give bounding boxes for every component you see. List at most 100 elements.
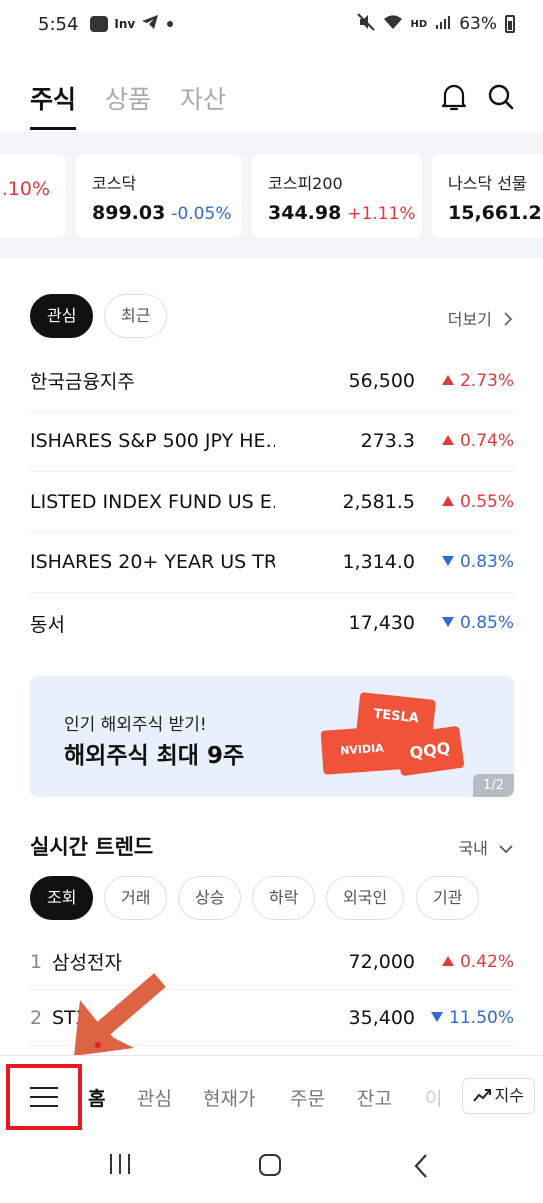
annotation-arrow-icon — [74, 973, 166, 1056]
trend-rows: 1 삼성전자 72,000 0.42% 2 STX 35,400 11.50% — [30, 934, 514, 1046]
blog-icon — [90, 16, 109, 32]
more-link[interactable]: 더보기 — [448, 306, 513, 330]
table-row[interactable]: ISHARES S&P 500 JPY HE… 273.3 0.74% — [30, 412, 514, 472]
status-time: 5:54 — [38, 13, 79, 35]
market-index-strip[interactable]: 1.10% 코스닥 899.03-0.05% 코스피200 344.98+1.1… — [0, 132, 543, 258]
region-label: 국내 — [458, 839, 488, 858]
chip-fall[interactable]: 하락 — [252, 876, 316, 920]
up-triangle-icon — [441, 495, 454, 506]
rank: 2 — [30, 1006, 43, 1029]
stock-name: LISTED INDEX FUND US E… — [30, 490, 275, 513]
chip-watchlist[interactable]: 관심 — [30, 294, 94, 338]
tab-more[interactable]: 이 — [425, 1088, 443, 1110]
chip-foreign[interactable]: 외국인 — [326, 876, 405, 920]
stock-change: 11.50% — [415, 1008, 514, 1028]
up-triangle-icon — [441, 374, 454, 385]
index-card[interactable]: 1.10% — [0, 154, 66, 238]
table-row[interactable]: 동서 17,430 0.85% — [30, 593, 514, 654]
stock-change-value: 0.42% — [459, 951, 514, 972]
promo-banner[interactable]: 인기 해외주식 받기! 해외주식 최대 9주 TESLA NVIDIA QQQ … — [30, 676, 514, 797]
hamburger-icon — [30, 1087, 58, 1107]
mute-icon — [356, 12, 375, 36]
stock-change: 0.74% — [415, 431, 514, 451]
stock-price: 17,430 — [348, 612, 415, 635]
back-icon[interactable] — [412, 1153, 452, 1183]
menu-button[interactable] — [6, 1064, 82, 1130]
stock-price: 56,500 — [348, 369, 415, 392]
stock-price: 72,000 — [348, 950, 415, 973]
index-card-kospi200[interactable]: 코스피200 344.98 +1.11% — [252, 154, 422, 238]
battery-percent: 63% — [459, 14, 497, 34]
table-row[interactable]: 1 삼성전자 72,000 0.42% — [30, 934, 514, 990]
banner-subtitle: 인기 해외주식 받기! — [64, 715, 207, 735]
table-row[interactable]: 2 STX 35,400 11.50% — [30, 990, 514, 1046]
chip-institution[interactable]: 기관 — [416, 876, 480, 920]
bottom-tab-bar: 홈 관심 현재가 주문 잔고 이 지수 — [0, 1042, 543, 1135]
tab-assets[interactable]: 자산 — [180, 85, 227, 114]
down-triangle-icon — [431, 1011, 444, 1022]
region-dropdown[interactable]: 국내 — [458, 835, 513, 859]
banner-title: 해외주식 최대 9주 — [64, 743, 245, 769]
top-navigation: 주식 상품 자산 — [0, 64, 543, 132]
tab-order[interactable]: 주문 — [290, 1088, 325, 1110]
index-name: 나스닥 선물 — [448, 174, 527, 193]
stock-name: 동서 — [30, 613, 65, 636]
index-change: -0.05% — [171, 204, 232, 224]
more-label: 더보기 — [447, 310, 492, 329]
stock-price: 35,400 — [348, 1006, 415, 1029]
down-triangle-icon — [441, 556, 454, 567]
stock-price: 2,581.5 — [342, 490, 415, 513]
chevron-down-icon — [499, 845, 513, 854]
index-card-nasdaq-futures[interactable]: 나스닥 선물 15,661.25 — [432, 154, 543, 238]
telegram-icon — [141, 14, 159, 35]
watchlist-rows: 한국금융지주 56,500 2.73% ISHARES S&P 500 JPY … — [30, 351, 514, 654]
bell-icon[interactable] — [440, 82, 470, 112]
wifi-icon — [383, 14, 403, 35]
tab-home[interactable]: 홈 — [88, 1088, 106, 1110]
stock-change: 0.85% — [415, 613, 514, 633]
chip-volume[interactable]: 거래 — [104, 876, 168, 920]
chevron-right-icon — [504, 312, 513, 326]
tab-quote[interactable]: 현재가 — [203, 1088, 256, 1110]
stock-change-value: 0.83% — [459, 552, 514, 573]
index-button[interactable]: 지수 — [461, 1078, 535, 1114]
index-value: 344.98 — [268, 202, 342, 224]
trend-up-icon — [472, 1089, 491, 1102]
investing-app-icon: Inv — [114, 17, 136, 31]
table-row[interactable]: ISHARES 20+ YEAR US TR… 1,314.0 0.83% — [30, 533, 514, 593]
stock-change-value: 0.55% — [459, 491, 514, 512]
stock-name: ISHARES 20+ YEAR US TR… — [30, 551, 275, 574]
tab-watchlist[interactable]: 관심 — [137, 1088, 172, 1110]
tab-products[interactable]: 상품 — [105, 85, 152, 114]
home-icon[interactable] — [258, 1153, 298, 1183]
stock-change: 0.55% — [415, 492, 514, 512]
index-card-kosdaq[interactable]: 코스닥 899.03 -0.05% — [76, 154, 242, 238]
stock-price: 273.3 — [360, 430, 415, 453]
index-name: 코스닥 — [92, 174, 137, 193]
chip-recent[interactable]: 최근 — [104, 294, 168, 338]
tab-balance[interactable]: 잔고 — [357, 1088, 392, 1110]
tab-stocks[interactable]: 주식 — [30, 80, 77, 130]
chip-rise[interactable]: 상승 — [178, 876, 242, 920]
down-triangle-icon — [441, 617, 454, 628]
banner-page-indicator: 1/2 — [473, 774, 514, 797]
recents-icon[interactable] — [108, 1153, 148, 1183]
up-triangle-icon — [441, 435, 454, 446]
stock-price: 1,314.0 — [342, 551, 415, 574]
hd-voice-icon: HD — [410, 18, 428, 30]
index-change: 1.10% — [0, 178, 50, 200]
index-value: 15,661.25 — [448, 202, 543, 224]
stock-change-value: 0.74% — [459, 431, 514, 452]
notification-dot-icon — [167, 21, 174, 27]
trend-title: 실시간 트렌드 — [30, 835, 154, 859]
status-bar: 5:54 Inv HD 63% — [0, 0, 543, 48]
table-row[interactable]: 한국금융지주 56,500 2.73% — [30, 351, 514, 412]
stock-change: 0.83% — [415, 552, 514, 572]
battery-icon — [505, 15, 515, 33]
qqq-ticket: QQQ — [395, 725, 465, 777]
chip-views[interactable]: 조회 — [30, 876, 94, 920]
index-change: +1.11% — [347, 204, 416, 224]
table-row[interactable]: LISTED INDEX FUND US E… 2,581.5 0.55% — [30, 472, 514, 533]
search-icon[interactable] — [487, 82, 517, 112]
stock-change-value: 11.50% — [449, 1007, 514, 1028]
